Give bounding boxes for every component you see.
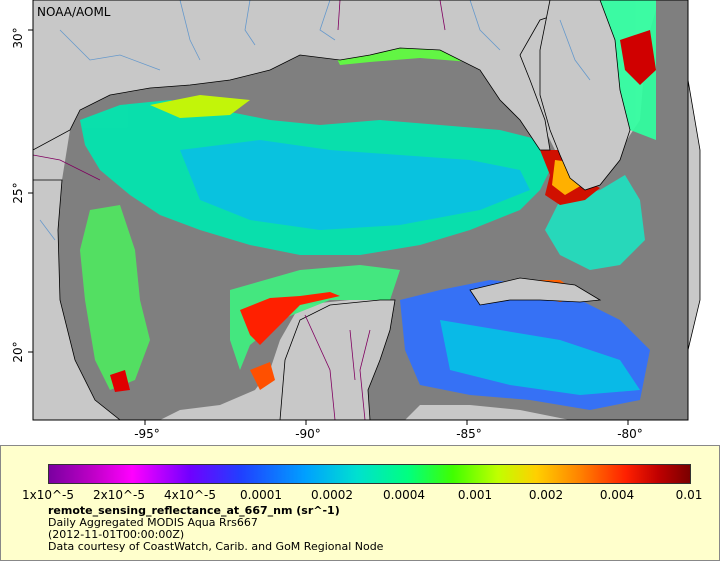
gulf-of-mexico-map: NOAA/AOML 30° 25° 20° -95° -90° -85° -80… (11, 0, 701, 441)
product-name: Daily Aggregated MODIS Aqua Rrs667 (48, 516, 258, 529)
y-axis (28, 29, 33, 353)
y-tick-label: 20° (11, 341, 25, 362)
plot-frame (32, 0, 689, 421)
time-stamp: (2012-11-01T00:00:00Z) (48, 528, 185, 541)
colorbar-tick-label: 0.001 (457, 488, 493, 502)
rivers (39, 0, 591, 241)
colorbar-tick-label: 2x10^-5 (92, 488, 146, 502)
borders (32, 0, 446, 421)
legend-info: remote_sensing_reflectance_at_667_nm (sr… (48, 505, 383, 553)
colorbar-tick-label: 0.0004 (383, 488, 425, 502)
legend-panel: 1x10^-5 2x10^-5 4x10^-5 0.0001 0.0002 0.… (0, 445, 720, 561)
colorbar-tick-label: 0.0002 (311, 488, 353, 502)
x-tick-label: -80° (617, 427, 643, 441)
colorbar-tick-label: 4x10^-5 (163, 488, 217, 502)
variable-name: remote_sensing_reflectance_at_667_nm (sr… (48, 504, 340, 517)
credit-label: NOAA/AOML (37, 5, 111, 19)
map-frame: NOAA/AOML 30° 25° 20° -95° -90° -85° -80… (11, 0, 701, 441)
colorbar-tick-label: 1x10^-5 (21, 488, 75, 502)
colorbar-tick-label: 0.002 (528, 488, 564, 502)
colorbar-tick-label: 0.01 (675, 488, 703, 502)
y-tick-label: 25° (11, 182, 25, 203)
y-tick-label: 30° (11, 27, 25, 48)
x-tick-label: -90° (295, 427, 321, 441)
colorbar-tick-label: 0.004 (599, 488, 635, 502)
colorbar-tick-label: 0.0001 (240, 488, 282, 502)
x-axis (144, 420, 629, 425)
colorbar (48, 464, 691, 484)
x-tick-label: -85° (456, 427, 482, 441)
courtesy-text: Data courtesy of CoastWatch, Carib. and … (48, 540, 384, 553)
x-tick-label: -95° (134, 427, 160, 441)
